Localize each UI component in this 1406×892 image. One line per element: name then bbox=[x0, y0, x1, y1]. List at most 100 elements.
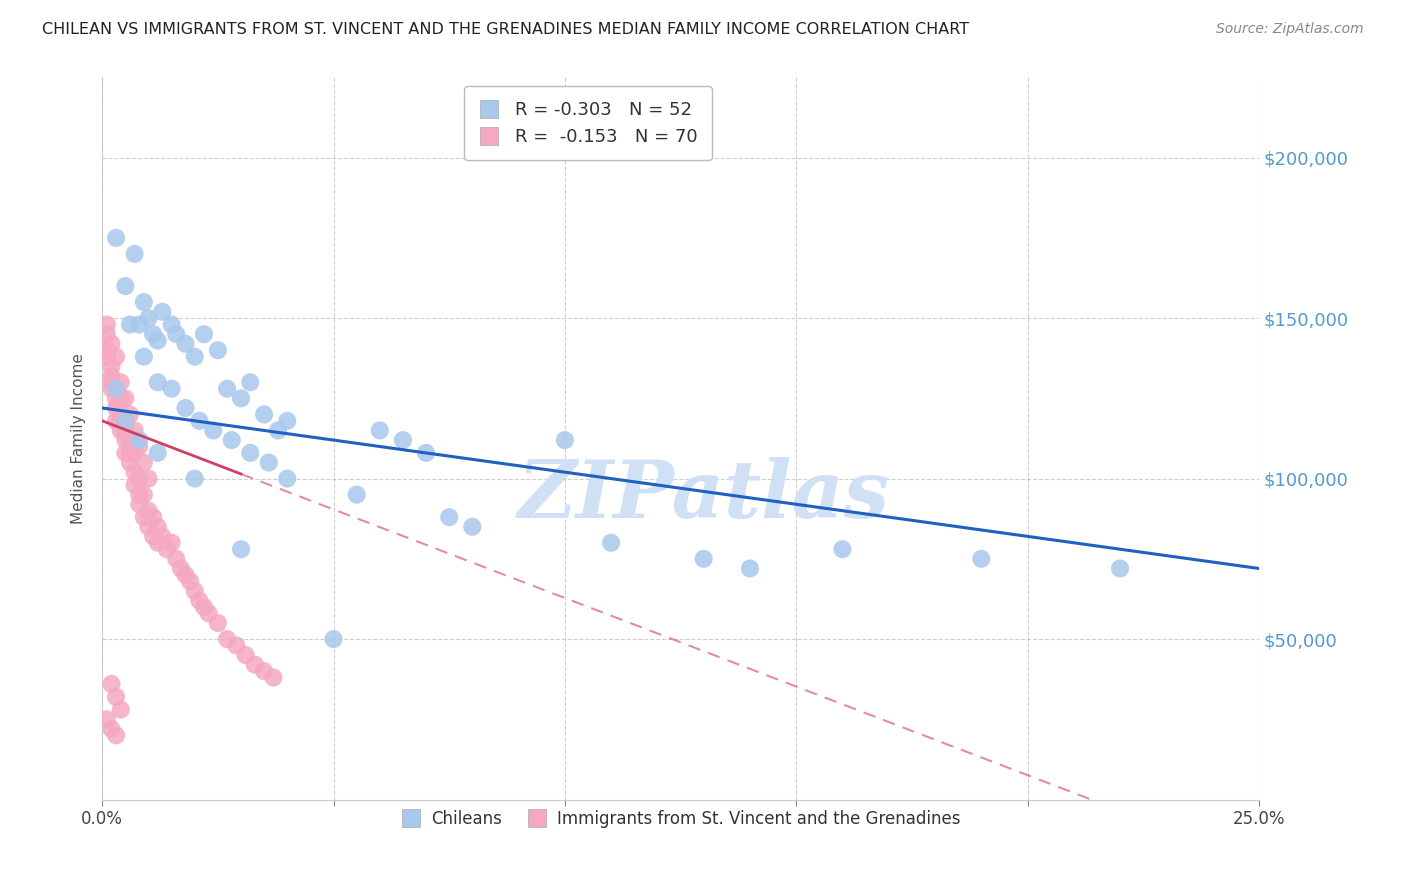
Point bbox=[128, 488, 150, 502]
Point bbox=[100, 382, 122, 396]
Point bbox=[415, 446, 437, 460]
Point bbox=[100, 359, 122, 374]
Point bbox=[110, 392, 132, 406]
Point bbox=[118, 456, 141, 470]
Point bbox=[257, 456, 280, 470]
Point bbox=[600, 536, 623, 550]
Point bbox=[105, 350, 128, 364]
Point bbox=[188, 414, 211, 428]
Point bbox=[96, 350, 118, 364]
Point bbox=[1109, 561, 1132, 575]
Point bbox=[193, 327, 215, 342]
Point bbox=[105, 401, 128, 415]
Point bbox=[96, 343, 118, 358]
Point bbox=[160, 382, 183, 396]
Point bbox=[221, 433, 243, 447]
Point bbox=[239, 376, 262, 390]
Point bbox=[253, 664, 276, 678]
Point bbox=[165, 327, 187, 342]
Point bbox=[118, 446, 141, 460]
Point bbox=[239, 446, 262, 460]
Point bbox=[96, 712, 118, 726]
Legend: Chileans, Immigrants from St. Vincent and the Grenadines: Chileans, Immigrants from St. Vincent an… bbox=[394, 803, 967, 835]
Point bbox=[142, 529, 165, 543]
Point bbox=[392, 433, 415, 447]
Point bbox=[114, 433, 136, 447]
Point bbox=[100, 376, 122, 390]
Point bbox=[132, 350, 155, 364]
Point bbox=[554, 433, 576, 447]
Point bbox=[184, 350, 207, 364]
Point bbox=[229, 392, 252, 406]
Point bbox=[225, 639, 247, 653]
Point bbox=[738, 561, 761, 575]
Point bbox=[437, 510, 460, 524]
Point bbox=[124, 465, 146, 479]
Point bbox=[150, 304, 173, 318]
Point bbox=[146, 376, 169, 390]
Point bbox=[138, 504, 160, 518]
Point bbox=[105, 392, 128, 406]
Point bbox=[128, 433, 150, 447]
Point bbox=[346, 488, 368, 502]
Point bbox=[368, 424, 391, 438]
Point bbox=[202, 424, 225, 438]
Point bbox=[174, 336, 197, 351]
Point bbox=[110, 703, 132, 717]
Point bbox=[235, 648, 257, 662]
Point bbox=[114, 446, 136, 460]
Point bbox=[96, 318, 118, 332]
Point bbox=[100, 722, 122, 736]
Point bbox=[276, 472, 298, 486]
Point bbox=[105, 231, 128, 245]
Point bbox=[174, 567, 197, 582]
Point bbox=[114, 414, 136, 428]
Point bbox=[114, 414, 136, 428]
Y-axis label: Median Family Income: Median Family Income bbox=[72, 353, 86, 524]
Point bbox=[142, 510, 165, 524]
Point bbox=[128, 497, 150, 511]
Point bbox=[118, 433, 141, 447]
Point bbox=[253, 408, 276, 422]
Point bbox=[132, 456, 155, 470]
Point bbox=[831, 542, 853, 557]
Point bbox=[146, 536, 169, 550]
Point bbox=[160, 318, 183, 332]
Point bbox=[100, 677, 122, 691]
Point bbox=[132, 488, 155, 502]
Point bbox=[124, 247, 146, 261]
Point bbox=[160, 536, 183, 550]
Point bbox=[217, 632, 239, 646]
Point bbox=[138, 472, 160, 486]
Point bbox=[110, 408, 132, 422]
Point bbox=[100, 368, 122, 383]
Text: Source: ZipAtlas.com: Source: ZipAtlas.com bbox=[1216, 22, 1364, 37]
Point bbox=[114, 392, 136, 406]
Point bbox=[184, 472, 207, 486]
Text: CHILEAN VS IMMIGRANTS FROM ST. VINCENT AND THE GRENADINES MEDIAN FAMILY INCOME C: CHILEAN VS IMMIGRANTS FROM ST. VINCENT A… bbox=[42, 22, 969, 37]
Point bbox=[128, 318, 150, 332]
Point bbox=[100, 336, 122, 351]
Point bbox=[132, 295, 155, 310]
Point bbox=[322, 632, 344, 646]
Point bbox=[170, 561, 193, 575]
Text: ZIPatlas: ZIPatlas bbox=[517, 458, 890, 535]
Point bbox=[142, 327, 165, 342]
Point bbox=[262, 671, 284, 685]
Point bbox=[184, 583, 207, 598]
Point bbox=[207, 615, 229, 630]
Point bbox=[124, 446, 146, 460]
Point bbox=[165, 551, 187, 566]
Point bbox=[118, 318, 141, 332]
Point bbox=[105, 382, 128, 396]
Point bbox=[461, 520, 484, 534]
Point bbox=[110, 424, 132, 438]
Point bbox=[179, 574, 201, 589]
Point bbox=[146, 334, 169, 348]
Point bbox=[96, 327, 118, 342]
Point bbox=[118, 408, 141, 422]
Point bbox=[128, 472, 150, 486]
Point bbox=[197, 607, 219, 621]
Point bbox=[105, 382, 128, 396]
Point bbox=[217, 382, 239, 396]
